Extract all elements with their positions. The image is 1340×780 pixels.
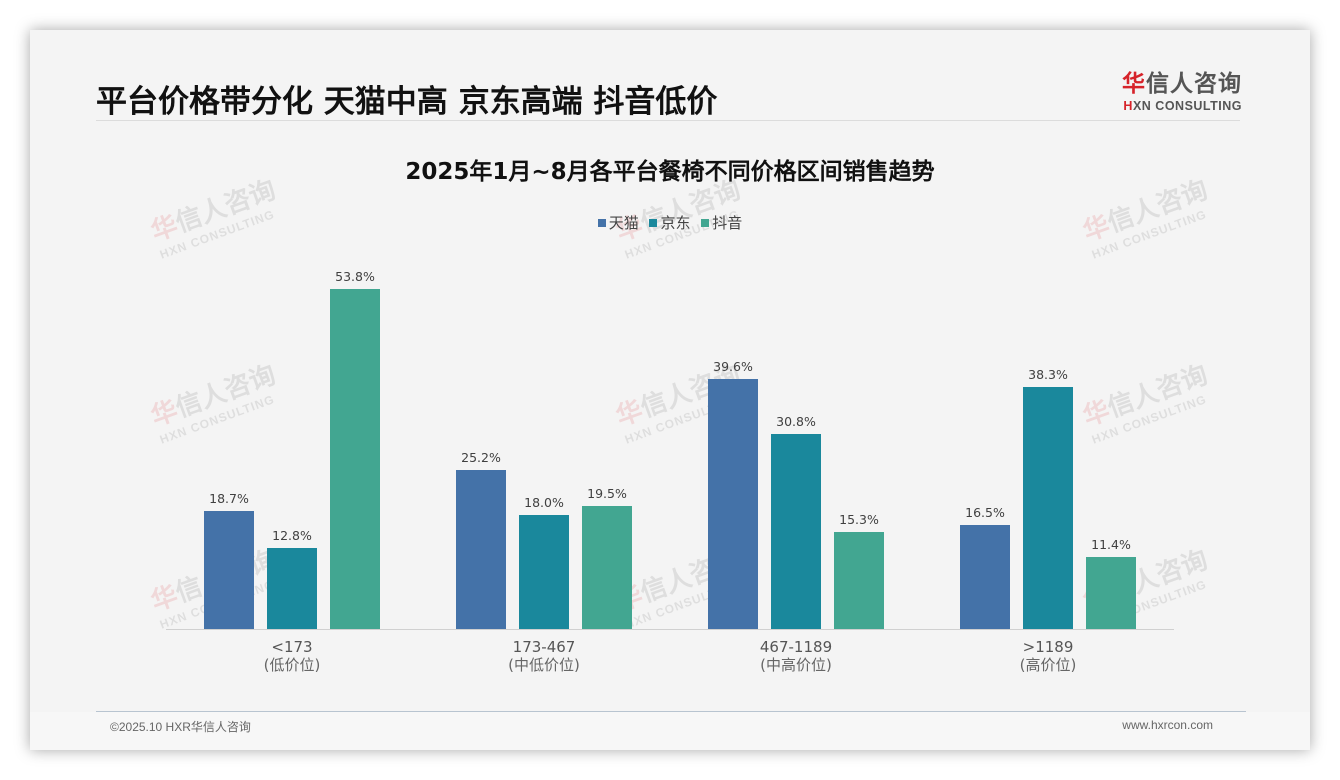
x-axis-line <box>166 629 1174 630</box>
bar-value-label: 30.8% <box>776 414 816 430</box>
bar-tmall-2[interactable] <box>708 378 758 629</box>
x-axis-category-label: <173 (低价位) <box>192 638 392 674</box>
bar-value-label: 39.6% <box>713 358 753 374</box>
category-tier: (中低价位) <box>508 656 580 674</box>
category-range: <173 <box>271 638 313 656</box>
category-tier: (低价位) <box>263 656 321 674</box>
bar-value-label: 16.5% <box>965 504 1005 520</box>
bar-jd-3[interactable] <box>1023 386 1073 629</box>
bar-value-label: 18.7% <box>209 490 249 506</box>
logo-en-first: H <box>1123 99 1133 113</box>
legend-swatch-tmall-icon <box>597 218 606 227</box>
bar-douyin-2[interactable] <box>834 532 884 629</box>
bar-jd-2[interactable] <box>771 434 821 629</box>
bar-douyin-1[interactable] <box>582 505 632 629</box>
bar-value-label: 25.2% <box>461 449 501 465</box>
x-axis-category-label: 173-467 (中低价位) <box>444 638 644 674</box>
legend-item-jd[interactable]: 京东 <box>649 212 691 233</box>
chart-title: 2025年1月~8月各平台餐椅不同价格区间销售趋势 <box>405 159 935 185</box>
x-axis-category-label: 467-1189 (中高价位) <box>696 638 896 674</box>
legend-swatch-jd-icon <box>649 218 658 227</box>
bar-value-label: 38.3% <box>1028 366 1068 382</box>
bar-value-label: 15.3% <box>839 512 879 528</box>
bar-value-label: 53.8% <box>335 269 375 284</box>
footer-website: www.hxrcon.com <box>1122 718 1213 732</box>
bar-tmall-0[interactable] <box>204 510 254 629</box>
bar-value-label: 12.8% <box>272 528 312 544</box>
category-tier: (中高价位) <box>760 656 832 674</box>
legend-item-tmall[interactable]: 天猫 <box>597 212 639 233</box>
bar-tmall-1[interactable] <box>456 469 506 629</box>
bar-jd-1[interactable] <box>519 515 569 629</box>
footer-copyright: ©2025.10 HXR华信人咨询 <box>110 720 251 734</box>
category-range: 467-1189 <box>759 638 833 656</box>
bar-douyin-0[interactable] <box>330 289 380 629</box>
logo-en-rest: XN CONSULTING <box>1132 99 1242 113</box>
logo-cn-rest: 信人咨询 <box>1146 71 1242 97</box>
legend-label-jd: 京东 <box>660 214 691 232</box>
bar-value-label: 19.5% <box>587 485 627 501</box>
bar-tmall-3[interactable] <box>960 524 1010 629</box>
slide: 平台价格带分化 天猫中高 京东高端 抖音低价 华信人咨询 HXN CONSULT… <box>30 30 1310 750</box>
legend-label-tmall: 天猫 <box>608 214 639 232</box>
legend-label-douyin: 抖音 <box>712 214 743 232</box>
legend-item-douyin[interactable]: 抖音 <box>701 212 742 233</box>
chart-legend: 天猫 京东 抖音 <box>30 212 1310 233</box>
legend-swatch-douyin-icon <box>701 218 710 227</box>
title-divider <box>96 120 1240 121</box>
x-axis-category-label: >1189 (高价位) <box>948 638 1148 674</box>
logo-cn: 华信人咨询 <box>1112 64 1242 98</box>
company-logo: 华信人咨询 HXN CONSULTING <box>1112 64 1242 113</box>
category-range: 173-467 <box>512 638 576 656</box>
logo-cn-first: 华 <box>1122 71 1146 97</box>
bar-value-label: 18.0% <box>524 495 564 511</box>
footer-divider <box>96 711 1246 712</box>
category-range: >1189 <box>1022 638 1074 656</box>
footer-band <box>30 712 1310 750</box>
bar-value-label: 11.4% <box>1091 536 1131 552</box>
logo-en: HXN CONSULTING <box>1112 99 1242 113</box>
page-title: 平台价格带分化 天猫中高 京东高端 抖音低价 <box>96 84 718 120</box>
category-tier: (高价位) <box>1019 656 1077 674</box>
plot-area: 18.7% 12.8% 53.8% 25.2% 18.0% 19.5% 39.6% 30.8%… <box>166 269 1174 630</box>
bar-jd-0[interactable] <box>267 548 317 629</box>
bar-douyin-3[interactable] <box>1086 556 1136 629</box>
